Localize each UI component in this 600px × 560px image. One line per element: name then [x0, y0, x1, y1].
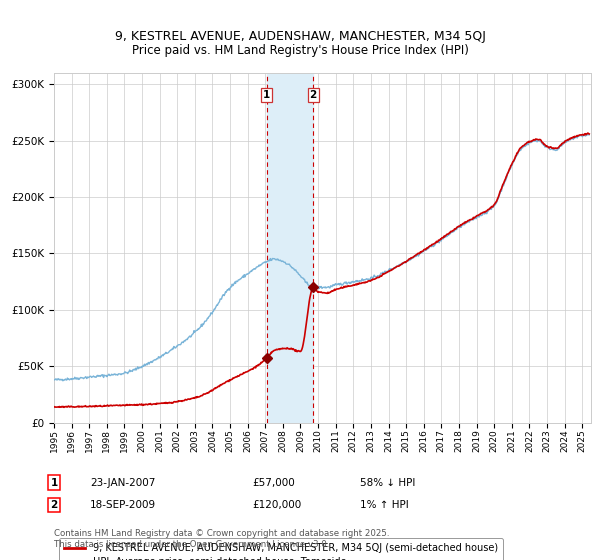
- Text: 1: 1: [263, 90, 270, 100]
- Text: 1% ↑ HPI: 1% ↑ HPI: [360, 500, 409, 510]
- Text: 2: 2: [50, 500, 58, 510]
- Text: Contains HM Land Registry data © Crown copyright and database right 2025.
This d: Contains HM Land Registry data © Crown c…: [54, 529, 389, 549]
- Bar: [266, 73, 313, 423]
- Text: 1: 1: [50, 478, 58, 488]
- Text: Price paid vs. HM Land Registry's House Price Index (HPI): Price paid vs. HM Land Registry's House …: [131, 44, 469, 57]
- Text: £57,000: £57,000: [252, 478, 295, 488]
- Text: 18-SEP-2009: 18-SEP-2009: [90, 500, 156, 510]
- Text: 2: 2: [310, 90, 317, 100]
- Text: 23-JAN-2007: 23-JAN-2007: [90, 478, 155, 488]
- Legend: 9, KESTREL AVENUE, AUDENSHAW, MANCHESTER, M34 5QJ (semi-detached house), HPI: Av: 9, KESTREL AVENUE, AUDENSHAW, MANCHESTER…: [59, 538, 503, 560]
- Text: 9, KESTREL AVENUE, AUDENSHAW, MANCHESTER, M34 5QJ: 9, KESTREL AVENUE, AUDENSHAW, MANCHESTER…: [115, 30, 485, 43]
- Text: £120,000: £120,000: [252, 500, 301, 510]
- Text: 58% ↓ HPI: 58% ↓ HPI: [360, 478, 415, 488]
